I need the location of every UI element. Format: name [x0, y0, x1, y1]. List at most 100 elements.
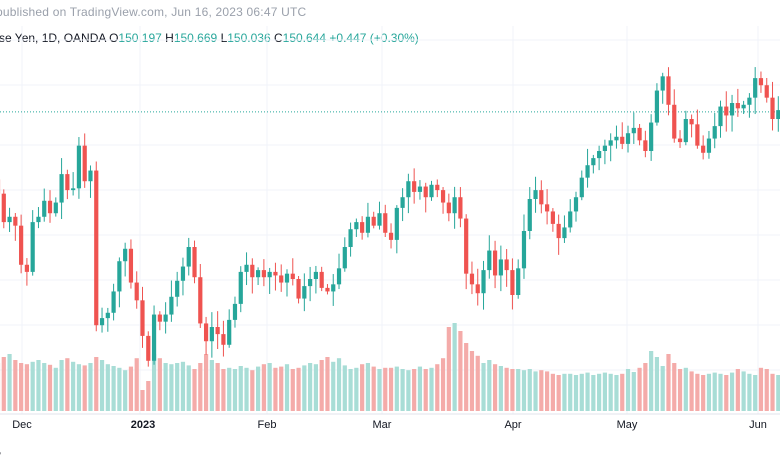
candle-body: [267, 271, 272, 278]
candle-body: [666, 76, 671, 105]
volume-bar: [175, 363, 180, 411]
candle-body: [123, 248, 128, 262]
candle-body: [718, 106, 723, 127]
volume-bar: [99, 360, 105, 411]
volume-bar: [741, 371, 746, 411]
volume-bar: [625, 369, 631, 411]
candle-body: [631, 127, 636, 134]
volume-bar: [394, 366, 399, 411]
candle-body: [47, 200, 53, 214]
candle-body: [429, 184, 434, 198]
volume-bar: [614, 375, 619, 411]
candle-body: [475, 284, 480, 294]
volume-bar: [545, 371, 550, 411]
volume-bar: [753, 375, 758, 411]
volume-bar: [279, 366, 284, 411]
volume-bar: [371, 366, 376, 411]
candle-body: [76, 145, 82, 189]
volume-bar: [585, 372, 590, 411]
candle-body: [533, 190, 538, 199]
volume-bar: [273, 367, 278, 411]
volume-bar: [533, 371, 538, 411]
candle-body: [753, 78, 758, 98]
candle-body: [111, 291, 116, 313]
x-tick-label: Apr: [504, 419, 521, 431]
price-chart[interactable]: Dec 2023 Feb Mar Apr May Jun: [0, 0, 780, 446]
volume-bar: [435, 364, 440, 411]
candle-body: [232, 303, 238, 320]
candle-body: [336, 268, 342, 285]
volume-bar: [215, 363, 220, 411]
candle-body: [758, 78, 764, 86]
volume-bar: [360, 364, 365, 411]
candle-body: [527, 199, 532, 231]
candle-body: [53, 202, 58, 214]
volume-bar: [602, 372, 607, 411]
published-line: published on TradingView.com, Jun 16, 20…: [0, 5, 307, 19]
candle-body: [319, 271, 324, 288]
volume-bar: [36, 360, 41, 411]
volume-bar: [342, 365, 347, 411]
candle-body: [452, 197, 457, 214]
high-label: H: [165, 31, 174, 45]
volume-bar: [770, 373, 775, 411]
candle-body: [608, 140, 613, 146]
x-tick-label: Jun: [749, 419, 767, 431]
candle-body: [412, 181, 417, 192]
candle-body: [88, 170, 93, 182]
candle-body: [602, 145, 607, 151]
volume-bar: [562, 373, 567, 411]
volume-bar: [683, 367, 688, 411]
volume-bar: [65, 358, 70, 411]
x-tick-label: 2023: [131, 419, 155, 431]
candle-body: [724, 106, 729, 116]
candle-body: [539, 190, 544, 205]
volume-bar: [527, 369, 532, 411]
volume-bar: [76, 364, 82, 411]
candle-body: [573, 197, 579, 212]
x-tick-label: Dec: [12, 419, 32, 431]
candle-body: [377, 213, 382, 226]
volume-bar: [163, 363, 168, 411]
volume-bar: [94, 357, 99, 411]
candle-body: [238, 271, 243, 304]
volume-bar: [71, 361, 76, 411]
volume-bar: [180, 361, 186, 411]
volume-bar: [151, 354, 157, 411]
candle-body: [672, 104, 677, 139]
candle-body: [325, 287, 330, 292]
candle-body: [198, 277, 203, 324]
volume-bar: [695, 373, 700, 411]
candle-body: [400, 197, 405, 208]
close-label: C: [273, 31, 283, 45]
volume-bar: [261, 364, 266, 411]
volume-bar: [579, 373, 584, 411]
volume-bar: [492, 364, 498, 411]
candle-body: [169, 296, 174, 315]
candle-body: [128, 248, 134, 283]
published-header: published on TradingView.com, Jun 16, 20…: [0, 0, 780, 26]
candle-body: [550, 211, 555, 224]
candlesticks: [0, 67, 780, 367]
volume-bar: [244, 367, 249, 411]
candle-body: [163, 314, 168, 322]
candle-body: [637, 127, 642, 141]
volume-bar: [475, 355, 480, 411]
low-label: L: [220, 31, 228, 45]
candle-body: [290, 273, 295, 279]
candle-body: [492, 250, 498, 276]
candle-body: [701, 145, 706, 153]
volume-bar: [649, 351, 654, 411]
volume-bar: [735, 369, 740, 411]
volume-bar: [24, 364, 29, 411]
candle-body: [406, 181, 411, 198]
volume-bar: [169, 364, 174, 411]
volume-bar: [412, 369, 417, 411]
candle-body: [660, 76, 665, 91]
candle-body: [747, 97, 752, 105]
candle-body: [99, 318, 105, 326]
candle-body: [388, 232, 394, 240]
candle-body: [545, 204, 550, 212]
volume-bar: [573, 375, 579, 411]
volume-bar: [238, 366, 243, 411]
